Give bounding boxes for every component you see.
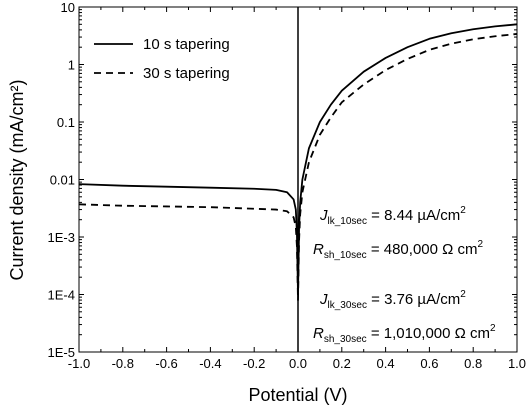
annotation-superscript: 2 <box>478 239 484 250</box>
x-axis-title: Potential (V) <box>248 385 347 405</box>
annotation-superscript: 2 <box>460 289 466 300</box>
x-tick-label: 0.4 <box>377 356 395 371</box>
annotation-3: Rsh_30sec = 1,010,000 Ω cm2 <box>313 323 496 345</box>
annotation-0: Jlk_10sec = 8.44 µA/cm2 <box>319 205 466 227</box>
x-tick-label: -0.4 <box>199 356 221 371</box>
y-axis-title: Current density (mA/cm²) <box>7 79 27 280</box>
legend: 10 s tapering 30 s tapering <box>94 36 230 82</box>
x-tick-label: 1.0 <box>508 356 526 371</box>
y-tick-label: 0.1 <box>57 115 75 130</box>
y-tick-label: 1 <box>68 58 75 73</box>
y-tick-label: 1E-3 <box>48 230 75 245</box>
annotation-superscript: 2 <box>490 323 496 334</box>
series-line-30s-tapering <box>78 33 518 301</box>
x-tick-label: -0.2 <box>243 356 265 371</box>
annotation-subscript: sh_30sec <box>324 334 367 345</box>
y-tick-label: 1E-5 <box>48 345 75 360</box>
annotation-value: = 3.76 µA/cm <box>367 291 460 308</box>
x-tick-label: -0.8 <box>112 356 134 371</box>
annotation-subscript: sh_10sec <box>324 250 367 261</box>
x-tick-label: 0.8 <box>464 356 482 371</box>
y-tick-label: 1E-4 <box>48 288 75 303</box>
y-tick-label: 0.01 <box>50 173 75 188</box>
legend-label-30s: 30 s tapering <box>143 65 230 82</box>
annotation-1: Rsh_10sec = 480,000 Ω cm2 <box>313 239 484 261</box>
series-line-10s-tapering <box>78 23 518 296</box>
annotation-symbol: J <box>319 207 328 224</box>
x-tick-label: 0.0 <box>289 356 307 371</box>
x-tick-label: -1.0 <box>68 356 90 371</box>
annotation-value: = 480,000 Ω cm <box>367 241 478 258</box>
annotation-value: = 1,010,000 Ω cm <box>367 325 490 342</box>
annotation-2: Jlk_30sec = 3.76 µA/cm2 <box>319 289 466 311</box>
x-tick-label: 0.2 <box>333 356 351 371</box>
x-tick-label: -0.6 <box>155 356 177 371</box>
x-tick-label: 0.6 <box>420 356 438 371</box>
annotation-symbol: J <box>319 291 328 308</box>
annotation-superscript: 2 <box>460 205 466 216</box>
annotation-symbol: R <box>313 325 324 342</box>
legend-label-10s: 10 s tapering <box>143 36 230 53</box>
annotation-subscript: lk_30sec <box>328 300 367 311</box>
annotation-subscript: lk_10sec <box>328 216 367 227</box>
y-tick-label: 10 <box>61 0 75 15</box>
annotation-value: = 8.44 µA/cm <box>367 207 460 224</box>
annotation-symbol: R <box>313 241 324 258</box>
